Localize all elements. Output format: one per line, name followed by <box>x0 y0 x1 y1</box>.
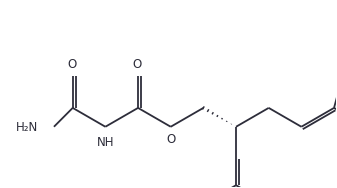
Text: O: O <box>67 58 76 71</box>
Text: NH: NH <box>97 136 114 149</box>
Text: H₂N: H₂N <box>16 121 38 134</box>
Text: O: O <box>132 58 142 71</box>
Text: O: O <box>166 133 175 146</box>
